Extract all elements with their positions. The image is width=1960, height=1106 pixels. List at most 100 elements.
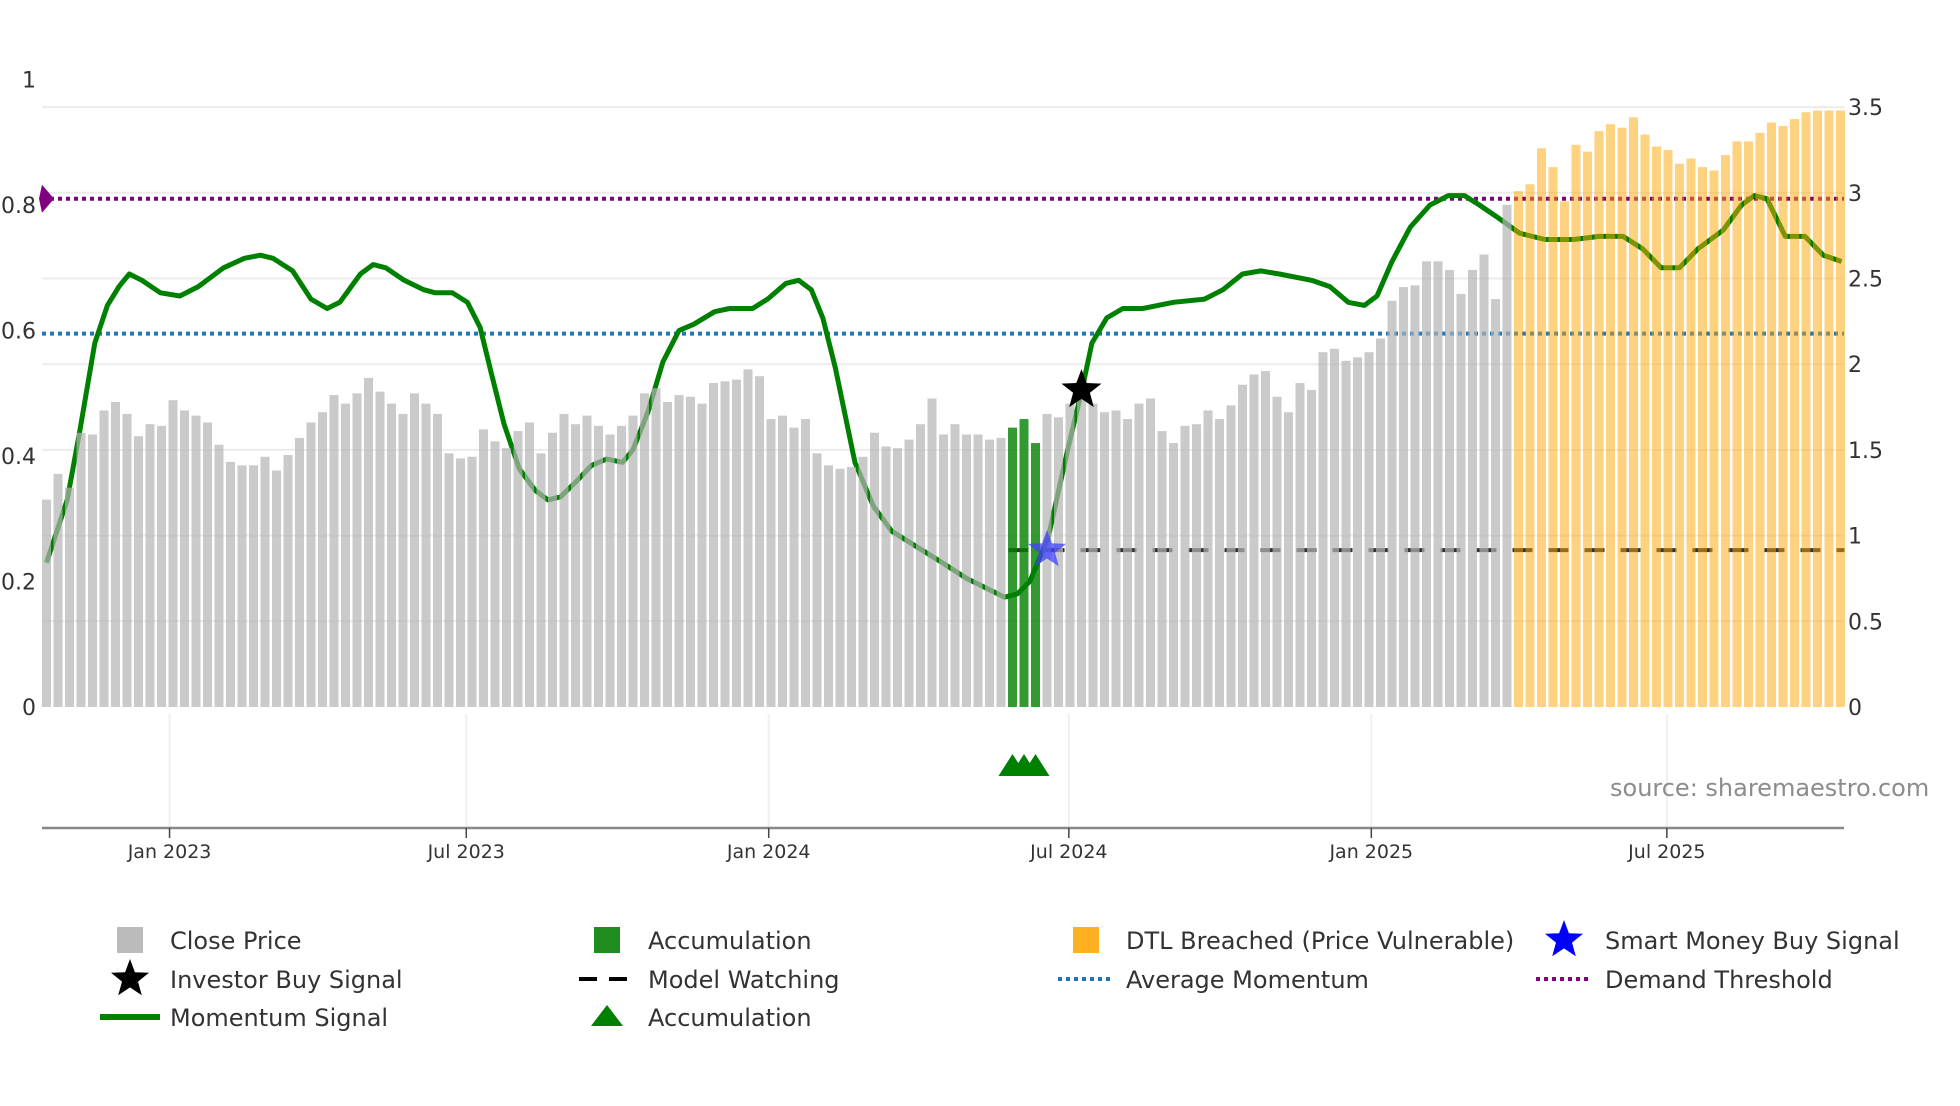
close-price-bar [398, 413, 408, 707]
dtl-breached-bar [1525, 184, 1535, 708]
legend-item: Average Momentum [1058, 966, 1369, 994]
investor-buy-star-icon [1061, 369, 1102, 408]
close-price-bar [663, 401, 672, 707]
left-axis-tick: 0.2 [1, 571, 36, 596]
left-axis-tick: 1 [22, 69, 36, 94]
legend-label: Accumulation [648, 927, 812, 955]
close-price-bar [1238, 384, 1247, 707]
close-price-bar [1376, 338, 1385, 707]
close-price-bar [962, 434, 971, 707]
close-price-bar [1077, 393, 1086, 707]
dtl-breached-bar [1652, 146, 1661, 708]
close-price-bar [1491, 299, 1500, 707]
close-price-bar [214, 444, 224, 707]
close-price-bar [640, 393, 649, 707]
close-price-bar [249, 465, 258, 707]
close-price-bar [697, 403, 707, 707]
close-price-bar [536, 453, 546, 707]
close-price-bar [433, 413, 442, 707]
close-price-bar [743, 369, 753, 707]
dtl-breached-bar [1594, 131, 1604, 707]
dtl-breached-bar [1629, 117, 1638, 707]
close-price-bar [272, 470, 281, 707]
legend-label: Accumulation [648, 1004, 812, 1032]
close-price-bar [881, 446, 891, 707]
close-price-bar [904, 439, 914, 707]
close-price-bar [42, 499, 51, 707]
accumulation-bar [1019, 419, 1029, 707]
legend-item: Close Price [117, 927, 302, 955]
close-price-bar [1088, 403, 1098, 707]
legend-item: Smart Money Buy Signal [1545, 920, 1900, 957]
close-price-bar [1502, 204, 1512, 707]
right-axis-tick: 2 [1848, 353, 1862, 378]
close-price-bar [778, 415, 787, 707]
close-price-bar [628, 415, 638, 707]
close-price-bar [467, 456, 477, 707]
dtl-breached-bar [1836, 110, 1845, 707]
legend-item: Demand Threshold [1536, 966, 1833, 994]
legend-item: Investor Buy Signal [111, 959, 403, 996]
close-price-bar [720, 381, 730, 707]
close-price-bar [1226, 405, 1236, 707]
close-price-bar [801, 419, 810, 707]
triangle-icon [591, 1005, 623, 1026]
close-price-bar [168, 400, 178, 707]
legend-label: Model Watching [648, 966, 840, 994]
close-price-bar [157, 425, 166, 707]
close-price-bar [1146, 398, 1155, 707]
close-price-bar [1215, 419, 1224, 707]
left-axis-tick: 0 [22, 696, 36, 721]
close-price-bar [260, 456, 270, 707]
close-price-bar [341, 403, 350, 707]
close-price-bar [1479, 254, 1489, 707]
close-price-bar [352, 393, 362, 707]
close-price-bar [444, 453, 454, 707]
black-star-icon [111, 959, 149, 996]
x-axis-tick: Jan 2025 [1328, 841, 1413, 863]
dtl-breached-bar [1813, 110, 1822, 707]
close-price-bar [111, 401, 120, 707]
close-price-bar [1042, 413, 1052, 707]
close-price-bar [1307, 389, 1316, 707]
close-price-bar [858, 456, 868, 707]
close-price-bar [1399, 287, 1408, 707]
close-price-bar [387, 403, 396, 707]
close-price-bar [76, 432, 86, 707]
x-axis-tick: Jul 2024 [1029, 841, 1107, 863]
legend-item: Accumulation [591, 1004, 812, 1032]
right-axis-tick: 1.5 [1848, 439, 1883, 464]
close-price-bar [1249, 374, 1259, 707]
legend-label: DTL Breached (Price Vulnerable) [1126, 927, 1514, 955]
legend-item: Model Watching [579, 966, 840, 994]
close-price-bar [571, 424, 580, 707]
close-price-bar [605, 434, 615, 707]
legend-item: Momentum Signal [100, 1004, 388, 1032]
close-price-bar [939, 434, 948, 707]
right-axis-tick: 3 [1848, 182, 1862, 207]
dtl-breached-bar [1721, 155, 1730, 708]
dtl-breached-bar [1686, 158, 1696, 707]
price-bars [42, 110, 1845, 708]
legend-label: Demand Threshold [1605, 966, 1833, 994]
close-price-bar [732, 379, 741, 707]
close-price-bar [88, 434, 97, 707]
dtl-breached-bar [1790, 119, 1799, 707]
blue-star-icon [1545, 920, 1583, 957]
dtl-breached-bar [1778, 125, 1788, 708]
close-price-bar [134, 436, 143, 707]
dtl-breached-bar [1709, 170, 1719, 707]
close-price-bar [1272, 396, 1282, 707]
close-price-bar [490, 441, 500, 707]
close-price-bar [996, 437, 1006, 707]
close-price-bar [1330, 348, 1339, 707]
close-price-bar [329, 395, 339, 707]
close-price-bar [950, 424, 960, 707]
close-price-bar [1284, 412, 1293, 707]
close-price-bar [375, 391, 385, 707]
close-price-bar [709, 383, 718, 707]
close-price-bar [122, 413, 132, 707]
close-price-bar [513, 431, 523, 707]
close-price-bar [295, 437, 304, 707]
